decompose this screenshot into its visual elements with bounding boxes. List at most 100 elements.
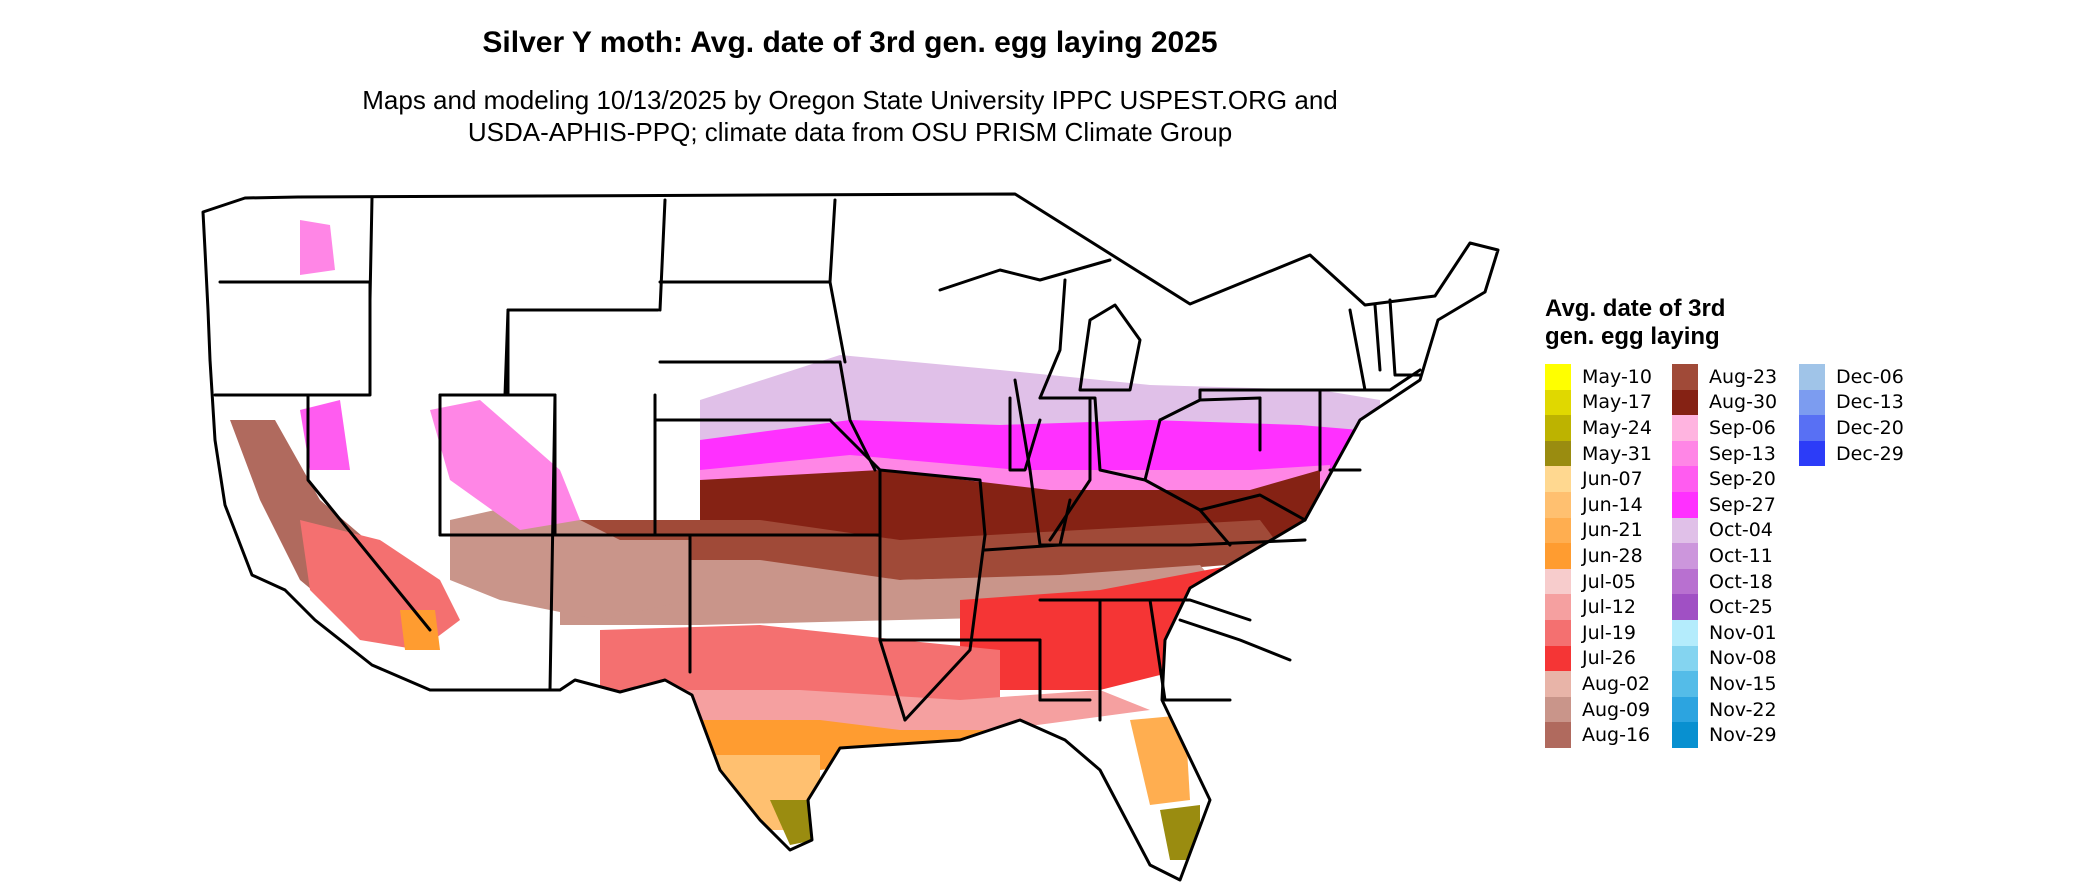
- legend-label: Jun-21: [1582, 519, 1643, 542]
- legend-item: Jul-05: [1545, 568, 1672, 595]
- region-southwest-aug-09: [450, 500, 690, 620]
- legend-swatch: [1545, 645, 1571, 672]
- legend-swatch: [1672, 619, 1698, 646]
- legend-item: May-17: [1545, 389, 1672, 416]
- legend-swatch: [1672, 491, 1698, 518]
- legend-item: Jul-12: [1545, 594, 1672, 620]
- region-arizona-jun-28: [400, 610, 440, 650]
- legend-swatch: [1545, 671, 1571, 697]
- legend-label: Sep-06: [1709, 416, 1776, 439]
- legend-label: Jul-26: [1582, 647, 1636, 670]
- legend-swatch: [1672, 415, 1698, 441]
- legend-swatch: [1545, 722, 1571, 748]
- us-outline: [201, 192, 1500, 882]
- legend-label: Nov-29: [1709, 724, 1777, 747]
- legend-label: Dec-20: [1836, 416, 1904, 439]
- legend-label: May-31: [1582, 442, 1652, 465]
- legend-swatch: [1672, 671, 1698, 697]
- legend-item: Aug-30: [1672, 389, 1799, 416]
- legend-columns: May-10 May-17 May-24 May-31 Jun-07 Jun-14 Jun-…: [1545, 364, 1926, 748]
- legend-label: Nov-01: [1709, 621, 1777, 644]
- legend-swatch: [1545, 619, 1571, 646]
- legend-label: Dec-06: [1836, 365, 1904, 388]
- region-central-west-magenta: [430, 400, 580, 530]
- legend-title: Avg. date of 3rd gen. egg laying: [1545, 295, 1726, 350]
- legend-label: Dec-13: [1836, 391, 1904, 414]
- subtitle-line-1: Maps and modeling 10/13/2025 by Oregon S…: [362, 85, 1338, 115]
- legend-label: May-17: [1582, 391, 1652, 414]
- legend-swatch: [1672, 517, 1698, 544]
- legend-swatch: [1545, 466, 1571, 492]
- legend-item: Dec-06: [1799, 364, 1926, 390]
- legend-item: Dec-29: [1799, 440, 1926, 467]
- legend-label: Sep-27: [1709, 493, 1776, 516]
- legend-swatch: [1545, 517, 1571, 544]
- legend-item: Aug-23: [1672, 364, 1799, 390]
- michigan-lower-peninsula: [1078, 303, 1142, 392]
- legend-item: Aug-09: [1545, 696, 1672, 723]
- legend: Avg. date of 3rd gen. egg laying May-10 M…: [1545, 295, 1926, 748]
- legend-label: May-10: [1582, 365, 1652, 388]
- legend-item: May-10: [1545, 364, 1672, 390]
- legend-item: Oct-11: [1672, 543, 1799, 569]
- legend-item: Sep-13: [1672, 440, 1799, 467]
- legend-column: May-10 May-17 May-24 May-31 Jun-07 Jun-14 Jun-…: [1545, 364, 1672, 748]
- legend-label: Jul-12: [1582, 596, 1636, 619]
- legend-swatch: [1545, 696, 1571, 723]
- legend-swatch: [1672, 696, 1698, 723]
- legend-label: Oct-04: [1709, 519, 1773, 542]
- legend-item: Jun-21: [1545, 517, 1672, 544]
- legend-item: Nov-01: [1672, 619, 1799, 646]
- legend-item: Sep-27: [1672, 491, 1799, 518]
- legend-label: Nov-08: [1709, 647, 1777, 670]
- legend-label: Jul-05: [1582, 570, 1636, 593]
- legend-label: Aug-30: [1709, 391, 1778, 414]
- legend-swatch: [1545, 364, 1571, 390]
- legend-label: Aug-09: [1582, 698, 1651, 721]
- legend-label: Oct-11: [1709, 544, 1773, 567]
- michigan-upper-peninsula: [938, 258, 1112, 292]
- legend-item: Sep-20: [1672, 466, 1799, 492]
- legend-swatch: [1672, 722, 1698, 748]
- legend-label: Aug-02: [1582, 672, 1651, 695]
- legend-swatch: [1545, 440, 1571, 467]
- legend-swatch: [1545, 389, 1571, 416]
- legend-label: Aug-23: [1709, 365, 1778, 388]
- legend-label: Oct-18: [1709, 570, 1773, 593]
- legend-item: Oct-18: [1672, 568, 1799, 595]
- region-may-31-florida: [1160, 805, 1200, 860]
- state-borders: [201, 192, 1500, 882]
- legend-swatch: [1672, 364, 1698, 390]
- legend-label: Nov-22: [1709, 698, 1777, 721]
- legend-swatch: [1545, 491, 1571, 518]
- legend-item: Jul-26: [1545, 645, 1672, 672]
- legend-item: Sep-06: [1672, 415, 1799, 441]
- legend-swatch: [1545, 594, 1571, 620]
- legend-label: Aug-16: [1582, 724, 1651, 747]
- colored-regions: [230, 220, 1380, 860]
- legend-swatch: [1799, 415, 1825, 441]
- legend-swatch: [1672, 466, 1698, 492]
- legend-item: Dec-13: [1799, 389, 1926, 416]
- map-title: Silver Y moth: Avg. date of 3rd gen. egg…: [482, 26, 1218, 59]
- legend-item: Jun-28: [1545, 543, 1672, 569]
- legend-item: Nov-29: [1672, 722, 1799, 748]
- region-may-31-texas: [770, 800, 815, 845]
- legend-swatch: [1799, 364, 1825, 390]
- legend-column: Aug-23 Aug-30 Sep-06 Sep-13 Sep-20 Sep-27 Oct-…: [1672, 364, 1799, 748]
- region-nw-magenta: [300, 220, 335, 275]
- lake-michigan-shore: [1038, 278, 1067, 400]
- map-subtitle: Maps and modeling 10/13/2025 by Oregon S…: [0, 84, 1700, 148]
- legend-label: Jun-28: [1582, 544, 1643, 567]
- legend-item: Nov-15: [1672, 671, 1799, 697]
- legend-swatch: [1545, 543, 1571, 569]
- region-west-pink: [300, 400, 350, 470]
- legend-item: Jun-14: [1545, 491, 1672, 518]
- legend-item: May-31: [1545, 440, 1672, 467]
- region-jun-21-florida: [1130, 715, 1190, 805]
- legend-label: Jun-07: [1582, 468, 1643, 491]
- legend-swatch: [1545, 415, 1571, 441]
- legend-swatch: [1672, 594, 1698, 620]
- legend-swatch: [1545, 568, 1571, 595]
